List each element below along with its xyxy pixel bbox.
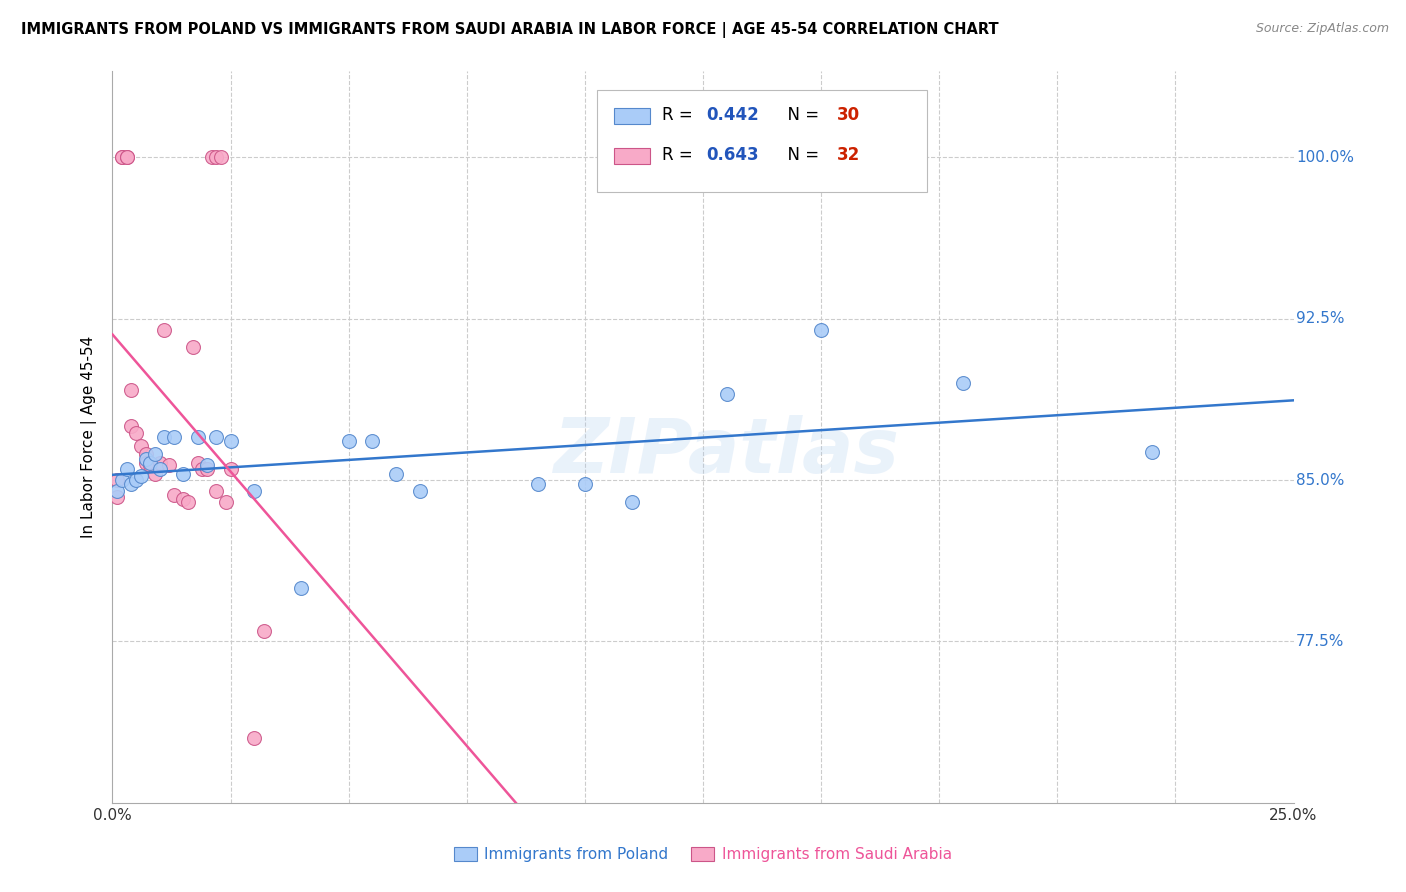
Point <box>243 731 266 746</box>
Point <box>125 425 148 440</box>
Point <box>290 581 312 595</box>
Text: 0.643: 0.643 <box>707 146 759 164</box>
Point <box>139 458 162 472</box>
Text: IMMIGRANTS FROM POLAND VS IMMIGRANTS FROM SAUDI ARABIA IN LABOR FORCE | AGE 45-5: IMMIGRANTS FROM POLAND VS IMMIGRANTS FRO… <box>21 22 998 38</box>
Point <box>135 456 157 470</box>
Point <box>149 462 172 476</box>
Point <box>385 467 408 481</box>
Point <box>177 494 200 508</box>
Point <box>111 150 134 164</box>
Point <box>574 477 596 491</box>
Point <box>205 483 228 498</box>
Point <box>195 458 218 472</box>
Point <box>181 340 204 354</box>
Point <box>105 483 128 498</box>
Point <box>172 492 194 507</box>
Point <box>215 494 238 508</box>
Point <box>253 624 276 638</box>
Text: 100.0%: 100.0% <box>1296 150 1354 165</box>
Point <box>129 439 152 453</box>
Point <box>716 387 738 401</box>
Point <box>105 491 128 505</box>
Point <box>115 150 138 164</box>
Point <box>129 468 152 483</box>
Point <box>157 458 180 472</box>
Point <box>153 430 176 444</box>
Text: 30: 30 <box>837 106 859 124</box>
Point <box>172 467 194 481</box>
Point <box>810 322 832 336</box>
Text: R =: R = <box>662 106 697 124</box>
Point <box>205 430 228 444</box>
Point <box>219 462 242 476</box>
Text: R =: R = <box>662 146 697 164</box>
Point <box>243 483 266 498</box>
Point <box>120 477 142 491</box>
Text: ZIPatlas: ZIPatlas <box>554 415 900 489</box>
Text: Source: ZipAtlas.com: Source: ZipAtlas.com <box>1256 22 1389 36</box>
Y-axis label: In Labor Force | Age 45-54: In Labor Force | Age 45-54 <box>80 336 97 538</box>
Text: 77.5%: 77.5% <box>1296 634 1344 649</box>
Point <box>186 456 208 470</box>
Text: 85.0%: 85.0% <box>1296 473 1344 488</box>
Point <box>120 419 142 434</box>
Text: 32: 32 <box>837 146 859 164</box>
Point <box>120 383 142 397</box>
FancyBboxPatch shape <box>614 148 650 164</box>
Point <box>135 451 157 466</box>
Point <box>337 434 360 449</box>
Point <box>105 473 128 487</box>
Point <box>186 430 208 444</box>
Point <box>163 430 186 444</box>
Point <box>408 483 430 498</box>
Point <box>149 456 172 470</box>
Point <box>115 150 138 164</box>
FancyBboxPatch shape <box>614 108 650 124</box>
Point <box>139 456 162 470</box>
Point <box>1140 445 1163 459</box>
Point <box>195 462 218 476</box>
Point <box>361 434 384 449</box>
Point <box>163 488 186 502</box>
FancyBboxPatch shape <box>596 90 928 192</box>
Text: 0.442: 0.442 <box>707 106 759 124</box>
Point <box>526 477 548 491</box>
Point <box>153 322 176 336</box>
Point <box>952 376 974 391</box>
Point <box>125 473 148 487</box>
Point <box>201 150 224 164</box>
Text: N =: N = <box>778 106 825 124</box>
Point <box>621 494 644 508</box>
Point <box>143 447 166 461</box>
Point <box>111 150 134 164</box>
Point <box>115 462 138 476</box>
Point <box>143 467 166 481</box>
Legend: Immigrants from Poland, Immigrants from Saudi Arabia: Immigrants from Poland, Immigrants from … <box>447 841 959 868</box>
Point <box>111 473 134 487</box>
Text: 92.5%: 92.5% <box>1296 311 1344 326</box>
Point <box>209 150 232 164</box>
Point <box>135 447 157 461</box>
Point <box>205 150 228 164</box>
Point <box>191 462 214 476</box>
Text: N =: N = <box>778 146 825 164</box>
Point <box>219 434 242 449</box>
